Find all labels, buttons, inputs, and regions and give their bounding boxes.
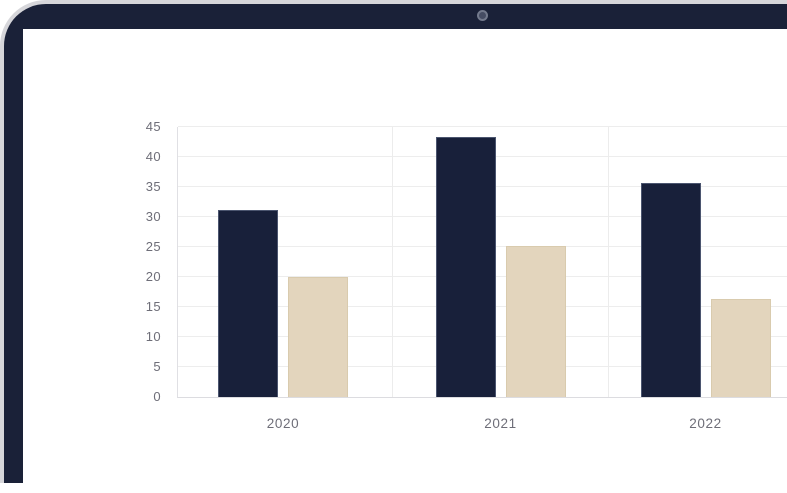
y-axis-tick-label: 0 [153, 389, 161, 404]
x-axis-label-2022: 2022 [689, 416, 722, 431]
y-axis-tick-label: 25 [145, 239, 161, 254]
y-axis-tick-label: 30 [145, 209, 161, 224]
gridline-horizontal [178, 126, 787, 127]
gridline-vertical [392, 127, 393, 397]
y-axis-tick-label: 45 [145, 119, 161, 134]
webcam-icon [477, 10, 488, 21]
y-axis-tick-label: 5 [153, 359, 161, 374]
bar-2021-navy [435, 137, 496, 397]
bar-2021-beige [505, 246, 566, 397]
y-axis-tick-label: 10 [145, 329, 161, 344]
bar-2020-navy [218, 209, 278, 397]
y-axis-tick-label: 35 [145, 179, 161, 194]
bar-2020-beige [288, 277, 348, 397]
x-axis-label-2021: 2021 [484, 416, 517, 431]
x-axis-label-2020: 2020 [266, 416, 300, 431]
bar-2022-navy [640, 183, 701, 397]
bar-2022-beige [710, 299, 771, 397]
y-axis-tick-label: 20 [145, 269, 161, 284]
gridline-vertical [608, 127, 609, 397]
y-axis-tick-label: 15 [145, 299, 161, 314]
y-axis-tick-label: 40 [145, 149, 161, 164]
